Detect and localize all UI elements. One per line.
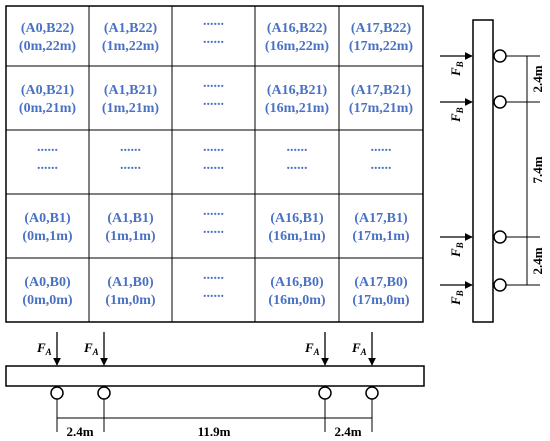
- cell-coordinate-label: (16m,22m): [265, 39, 329, 54]
- dimension-label: 11.9m: [198, 424, 231, 439]
- support-wheel: [493, 49, 507, 63]
- cell-index-label: (A0,B1): [24, 211, 71, 226]
- cell-coordinate-label: (0m,0m): [22, 293, 72, 308]
- cell-coordinate-label: (16m,0m): [268, 293, 325, 308]
- cell-index-label: (A1,B1): [107, 211, 154, 226]
- ellipsis-dots: ......: [203, 76, 224, 91]
- ellipsis-dots: ......: [203, 158, 224, 173]
- cell-index-label: (A16,B0): [270, 275, 324, 290]
- ellipsis-dots: ......: [120, 140, 141, 155]
- force-label-fa: FA: [351, 340, 367, 357]
- vertical-beam: [472, 19, 494, 323]
- cell-coordinate-label: (1m,0m): [105, 293, 155, 308]
- dimension-label: 7.4m: [530, 156, 545, 183]
- dimension-label: 2.4m: [530, 65, 545, 92]
- ellipsis-dots: ......: [203, 268, 224, 283]
- cell-coordinate-label: (0m,21m): [19, 101, 76, 116]
- ellipsis-dots: ......: [203, 204, 224, 219]
- cell-coordinate-label: (16m,21m): [265, 101, 329, 116]
- cell-index-label: (A17,B1): [354, 211, 408, 226]
- cell-index-label: (A17,B0): [354, 275, 408, 290]
- force-label-fa: FA: [304, 340, 320, 357]
- ellipsis-dots: ......: [203, 14, 224, 29]
- cell-coordinate-label: (0m,22m): [19, 39, 76, 54]
- cell-index-label: (A17,B21): [351, 83, 412, 98]
- support-wheel: [493, 278, 507, 292]
- ellipsis-dots: ......: [203, 32, 224, 47]
- ellipsis-dots: ......: [203, 94, 224, 109]
- fa-force-arrows: FA FA FA FA: [36, 332, 376, 366]
- force-label-fb: FB: [448, 242, 465, 258]
- cell-index-label: (A0,B0): [24, 275, 71, 290]
- ellipsis-dots: ......: [37, 140, 58, 155]
- horizontal-dimension-lines: [56, 399, 373, 432]
- ellipsis-dots: ......: [287, 140, 308, 155]
- ellipsis-dots: ......: [203, 140, 224, 155]
- force-label-fa: FA: [36, 340, 52, 357]
- cell-coordinate-label: (17m,1m): [352, 229, 409, 244]
- cell-index-label: (A0,B21): [21, 83, 75, 98]
- ellipsis-dots: ......: [371, 140, 392, 155]
- cell-coordinate-label: (16m,1m): [268, 229, 325, 244]
- cell-index-label: (A1,B22): [104, 21, 158, 36]
- coordinate-grid: (A0,B22) (0m,22m) (A1,B22) (1m,22m)........…: [5, 5, 424, 323]
- ellipsis-dots: ......: [287, 158, 308, 173]
- support-wheel: [50, 386, 64, 400]
- cell-coordinate-label: (1m,22m): [102, 39, 159, 54]
- support-wheel: [493, 230, 507, 244]
- cell-index-label: (A1,B21): [104, 83, 158, 98]
- ellipsis-dots: ......: [203, 286, 224, 301]
- cell-index-label: (A0,B22): [21, 21, 75, 36]
- cell-coordinate-label: (0m,1m): [22, 229, 72, 244]
- fb-force-arrows: FB FB FB FB: [440, 52, 473, 306]
- ellipsis-dots: ......: [371, 158, 392, 173]
- force-label-fb: FB: [448, 61, 465, 77]
- support-wheel: [97, 386, 111, 400]
- horizontal-beam: [5, 365, 425, 387]
- force-label-fa: FA: [83, 340, 99, 357]
- cell-coordinate-label: (17m,0m): [352, 293, 409, 308]
- support-wheel: [318, 386, 332, 400]
- ellipsis-dots: ......: [120, 158, 141, 173]
- cell-index-label: (A16,B22): [267, 21, 328, 36]
- grid-border: [5, 5, 424, 323]
- cell-coordinate-label: (17m,22m): [349, 39, 413, 54]
- cell-coordinate-label: (17m,21m): [349, 101, 413, 116]
- vertical-dimension-lines: [506, 55, 540, 286]
- cell-index-label: (A16,B21): [267, 83, 328, 98]
- force-label-fb: FB: [448, 290, 465, 306]
- support-wheel: [493, 95, 507, 109]
- ellipsis-dots: ......: [37, 158, 58, 173]
- vertical-beam-assembly: FB FB FB FB 2.4m 7.4m 2.4m: [440, 19, 545, 323]
- cell-index-label: (A1,B0): [107, 275, 154, 290]
- ellipsis-dots: ......: [203, 222, 224, 237]
- cell-coordinate-label: (1m,21m): [102, 101, 159, 116]
- force-label-fb: FB: [448, 107, 465, 123]
- dimension-label: 2.4m: [334, 424, 361, 439]
- support-wheel: [365, 386, 379, 400]
- cell-index-label: (A17,B22): [351, 21, 412, 36]
- horizontal-beam-assembly: FA FA FA FA 2.4m 11.9m 2.4m: [5, 332, 425, 439]
- cell-coordinate-label: (1m,1m): [105, 229, 155, 244]
- cell-index-label: (A16,B1): [270, 211, 324, 226]
- dimension-label: 2.4m: [66, 424, 93, 439]
- dimension-label: 2.4m: [530, 247, 545, 274]
